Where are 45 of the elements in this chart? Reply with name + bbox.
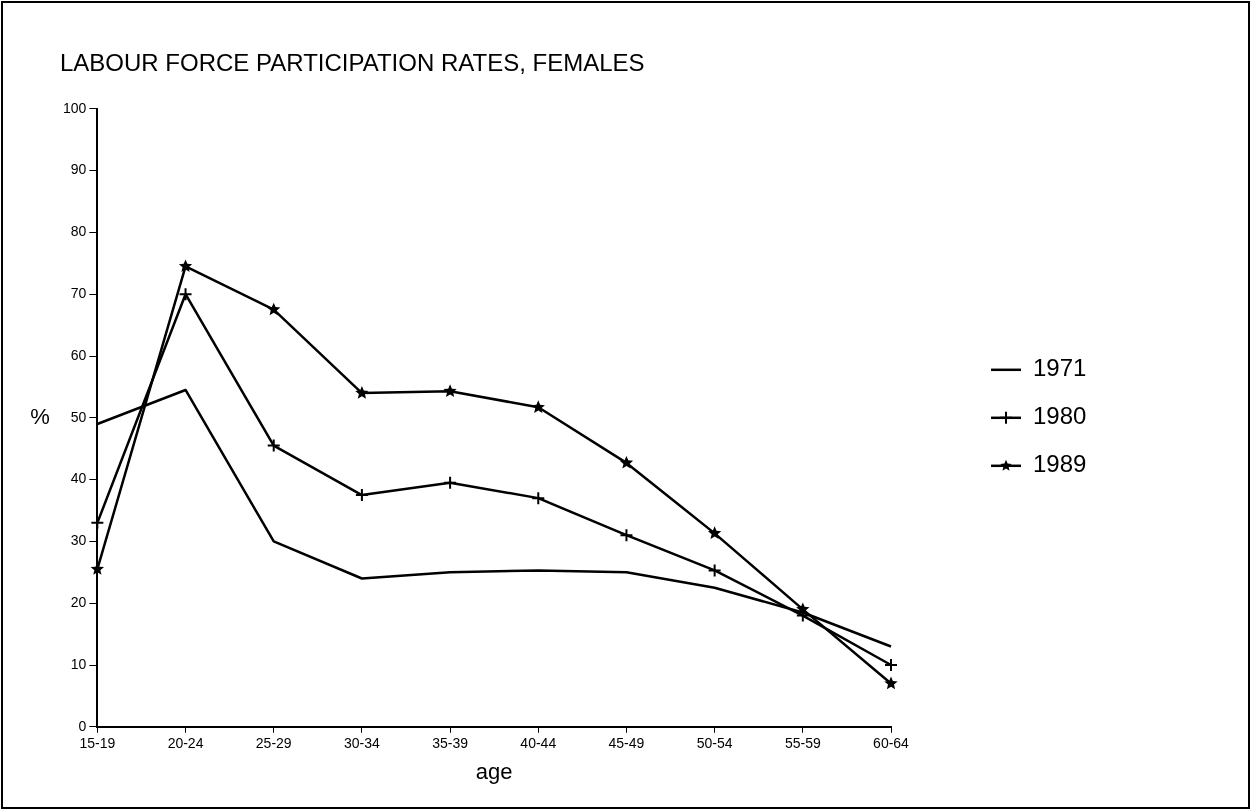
- x-tick-label: 40-44: [520, 735, 557, 752]
- legend-label: 1971: [1033, 354, 1087, 382]
- y-tick-label: 60: [70, 346, 87, 363]
- point: [619, 528, 634, 543]
- point: [443, 384, 457, 397]
- point: [90, 515, 105, 530]
- x-tick-label: 25-29: [255, 735, 292, 752]
- point: [531, 400, 545, 413]
- y-tick-label: 70: [70, 285, 87, 302]
- y-tick-label: 80: [70, 223, 87, 240]
- y-tick-label: 40: [70, 470, 87, 487]
- point: [354, 488, 369, 503]
- point: [884, 676, 898, 690]
- x-axis-title: age: [475, 758, 513, 784]
- y-tick-label: 90: [70, 161, 87, 178]
- point: [178, 259, 193, 273]
- point: [619, 455, 634, 469]
- point: [796, 602, 810, 616]
- point: [443, 475, 458, 490]
- x-tick-label: 20-24: [167, 735, 204, 752]
- legend-label: 1980: [1033, 402, 1087, 430]
- x-tick-label: 35-39: [432, 735, 469, 752]
- y-tick-label: 20: [70, 594, 87, 611]
- y-tick-label: 30: [70, 532, 87, 549]
- x-tick-label: 30-34: [344, 735, 381, 752]
- point: [884, 658, 898, 672]
- point: [531, 491, 546, 506]
- point: [267, 302, 281, 316]
- y-axis-title: %: [30, 403, 50, 429]
- y-tick-label: 50: [70, 408, 87, 425]
- point: [178, 287, 193, 302]
- x-tick-label: 50-54: [696, 735, 733, 752]
- point: [266, 438, 281, 453]
- point: [707, 526, 722, 540]
- chart-title: LABOUR FORCE PARTICIPATION RATES, FEMALES: [60, 49, 645, 77]
- x-tick-label: 45-49: [608, 735, 645, 752]
- point: [707, 563, 722, 578]
- x-tick-label: 15-19: [79, 735, 116, 752]
- y-tick-label: 10: [70, 655, 87, 672]
- x-tick-label: 60-64: [873, 735, 910, 752]
- x-tick-label: 55-59: [784, 735, 821, 752]
- point: [355, 386, 369, 399]
- legend-label: 1989: [1033, 450, 1087, 478]
- y-tick-label: 100: [63, 99, 87, 116]
- y-tick-label: 0: [78, 717, 87, 734]
